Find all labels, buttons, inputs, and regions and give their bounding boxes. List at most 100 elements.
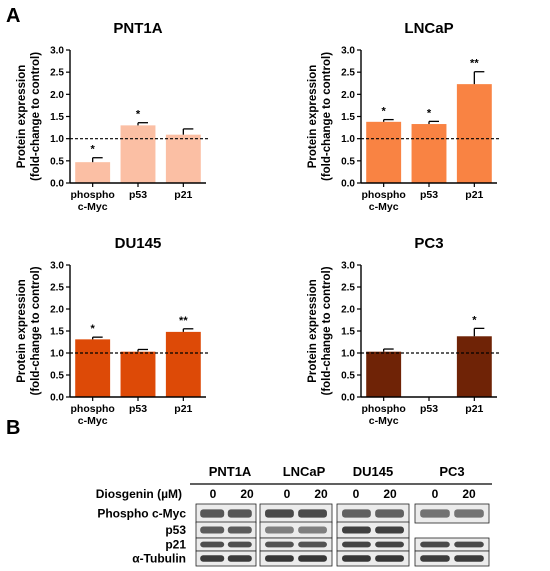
y-tick-label: 0.0 bbox=[50, 393, 64, 404]
blot-band bbox=[298, 555, 327, 562]
blot-band bbox=[298, 526, 327, 534]
y-tick-label: 2.0 bbox=[341, 90, 355, 101]
blot-band bbox=[375, 509, 404, 518]
category-label: phospho bbox=[362, 403, 406, 415]
bar bbox=[456, 336, 492, 397]
lane-label: 0 bbox=[284, 487, 291, 501]
y-axis-label-line: Protein expression bbox=[307, 65, 319, 169]
chart-0: PNT1A Protein expression (fold-change to c… bbox=[16, 20, 209, 213]
blot-row-label: α-Tubulin bbox=[132, 552, 186, 566]
y-tick-label: 0.5 bbox=[50, 371, 64, 382]
y-tick-label: 1.0 bbox=[50, 349, 64, 360]
y-axis-label: Protein expression (fold-change to contro… bbox=[307, 266, 333, 395]
blot-band bbox=[454, 541, 484, 548]
y-tick-label: 0.0 bbox=[341, 393, 355, 404]
blot-band bbox=[454, 509, 484, 518]
significance-label: * bbox=[427, 107, 432, 119]
significance-label: ** bbox=[179, 315, 188, 327]
blot-band bbox=[200, 526, 225, 534]
blot-row-label: Phospho c-Myc bbox=[97, 507, 186, 521]
cell-line-label: PC3 bbox=[439, 464, 464, 479]
y-tick-label: 2.0 bbox=[50, 305, 64, 316]
blot-band bbox=[200, 509, 225, 518]
y-tick-label: 3.0 bbox=[50, 261, 64, 272]
blot-band bbox=[200, 555, 225, 562]
bar bbox=[411, 124, 447, 183]
lane-label: 0 bbox=[432, 487, 439, 501]
y-axis-label-line: (fold-change to control) bbox=[321, 266, 333, 395]
western-blot: PNT1A LNCaP DU145 PC3 Diosgenin (µM) 0 20 0 20 0 2… bbox=[96, 464, 492, 567]
significance-label: * bbox=[91, 323, 96, 335]
blot-strip bbox=[195, 550, 257, 567]
category-label: phospho bbox=[71, 403, 115, 415]
y-tick-label: 1.0 bbox=[341, 349, 355, 360]
blot-strip bbox=[414, 503, 490, 524]
chart-title: LNCaP bbox=[404, 20, 453, 37]
blot-band bbox=[420, 509, 450, 518]
blot-band bbox=[200, 541, 225, 548]
y-axis-label: Protein expression (fold-change to contro… bbox=[16, 266, 42, 395]
significance-label: * bbox=[136, 109, 141, 121]
y-tick-label: 0.5 bbox=[341, 156, 355, 167]
category-label: p21 bbox=[465, 403, 483, 415]
y-axis-label-line: (fold-change to control) bbox=[30, 52, 42, 181]
blot-band bbox=[265, 555, 294, 562]
blot-band bbox=[375, 541, 404, 548]
significance-label: * bbox=[472, 314, 477, 326]
y-axis-label-line: Protein expression bbox=[16, 65, 28, 169]
y-axis-label-line: (fold-change to control) bbox=[30, 266, 42, 395]
bar bbox=[456, 84, 492, 183]
lane-label: 20 bbox=[383, 487, 397, 501]
blot-band bbox=[375, 555, 404, 562]
lane-label: 0 bbox=[210, 487, 217, 501]
category-label: p21 bbox=[174, 403, 192, 415]
y-tick-label: 1.5 bbox=[50, 327, 64, 338]
treatment-label: Diosgenin (µM) bbox=[96, 487, 182, 501]
blot-band bbox=[420, 555, 450, 562]
chart-3: PC3 Protein expression (fold-change to con… bbox=[307, 235, 500, 427]
y-tick-label: 1.0 bbox=[341, 134, 355, 145]
blot-band bbox=[298, 509, 327, 518]
blot-band bbox=[454, 555, 484, 562]
blot-band bbox=[265, 526, 294, 534]
blot-band bbox=[227, 526, 252, 534]
y-tick-label: 3.0 bbox=[341, 46, 355, 57]
significance-label: * bbox=[382, 106, 387, 118]
y-tick-label: 2.5 bbox=[50, 68, 64, 79]
y-tick-label: 3.0 bbox=[50, 46, 64, 57]
cell-line-label: DU145 bbox=[353, 464, 393, 479]
y-tick-label: 1.5 bbox=[341, 112, 355, 123]
y-tick-label: 1.5 bbox=[341, 327, 355, 338]
y-axis-label-line: Protein expression bbox=[307, 279, 319, 383]
lane-label: 0 bbox=[353, 487, 360, 501]
category-label: p53 bbox=[420, 403, 438, 415]
bar bbox=[75, 162, 111, 183]
bar bbox=[120, 351, 156, 397]
blot-strip bbox=[259, 550, 333, 567]
blot-band bbox=[375, 526, 404, 534]
blot-band bbox=[342, 555, 371, 562]
category-label: p53 bbox=[129, 189, 147, 201]
y-tick-label: 0.5 bbox=[50, 156, 64, 167]
y-tick-label: 2.5 bbox=[341, 68, 355, 79]
y-tick-label: 1.5 bbox=[50, 112, 64, 123]
y-axis-label-line: Protein expression bbox=[16, 279, 28, 383]
blot-row-label: p21 bbox=[165, 538, 186, 552]
significance-label: ** bbox=[470, 58, 479, 70]
y-tick-label: 0.0 bbox=[341, 179, 355, 190]
category-label: phospho bbox=[71, 189, 115, 201]
blot-band bbox=[227, 509, 252, 518]
y-tick-label: 0.0 bbox=[50, 179, 64, 190]
chart-title: PC3 bbox=[414, 235, 443, 252]
blot-band bbox=[227, 541, 252, 548]
blot-strip bbox=[336, 550, 410, 567]
y-axis-label-line: (fold-change to control) bbox=[321, 52, 333, 181]
category-label: c-Myc bbox=[369, 415, 399, 427]
lane-label: 20 bbox=[240, 487, 254, 501]
chart-title: PNT1A bbox=[113, 20, 162, 37]
y-tick-label: 3.0 bbox=[341, 261, 355, 272]
bar bbox=[165, 134, 201, 183]
category-label: c-Myc bbox=[78, 415, 108, 427]
blot-band bbox=[342, 526, 371, 534]
